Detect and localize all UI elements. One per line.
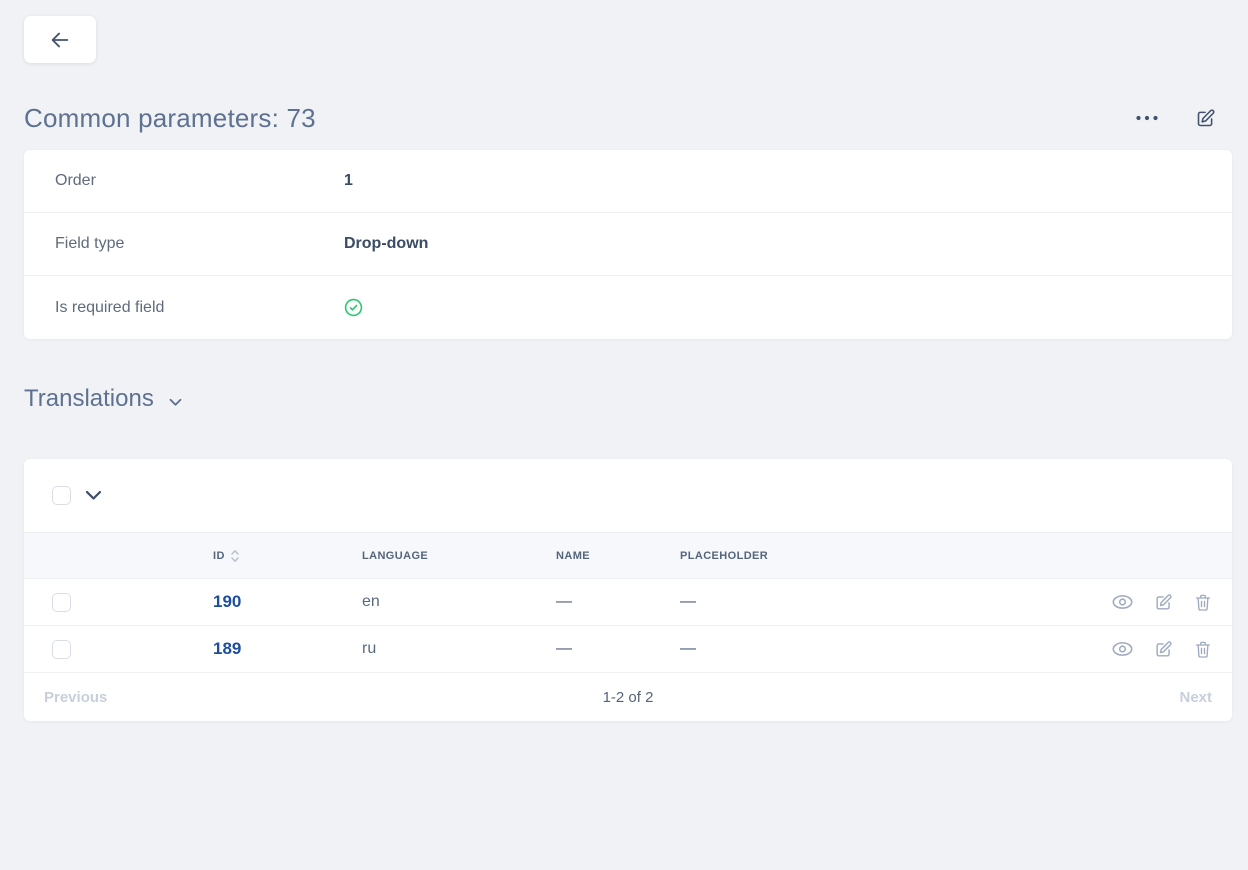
column-label: ID xyxy=(213,549,225,562)
detail-label: Field type xyxy=(55,235,125,252)
column-label: NAME xyxy=(556,549,590,562)
row-checkbox-cell xyxy=(24,592,213,612)
pagination-summary: 1-2 of 2 xyxy=(602,688,654,706)
translations-table-card: ID LANGUAGE NAME PLACEHOLDER xyxy=(24,459,1232,721)
detail-label: Is required field xyxy=(55,298,165,316)
row-placeholder: — xyxy=(680,593,696,610)
translations-section-toggle[interactable]: Translations xyxy=(24,385,182,413)
column-label: PLACEHOLDER xyxy=(680,549,769,562)
ellipsis-icon xyxy=(1135,115,1159,121)
trash-icon xyxy=(1194,593,1212,612)
edit-icon xyxy=(1154,640,1173,659)
page-title: Common parameters: 73 xyxy=(24,102,316,133)
page-header: Common parameters: 73 xyxy=(24,103,1232,133)
view-button[interactable] xyxy=(1112,593,1133,612)
more-actions-button[interactable] xyxy=(1135,115,1159,121)
row-actions xyxy=(1100,593,1232,612)
edit-button[interactable] xyxy=(1154,640,1173,659)
table-row: 189 ru — — xyxy=(24,626,1232,673)
edit-parameter-button[interactable] xyxy=(1195,108,1216,129)
detail-value: Drop-down xyxy=(344,235,429,252)
header-cell-name: NAME xyxy=(556,550,680,562)
header-cell-placeholder: PLACEHOLDER xyxy=(680,550,1100,562)
table-row: 190 en — — xyxy=(24,579,1232,626)
arrow-left-icon xyxy=(47,29,73,51)
check-circle-icon xyxy=(344,298,363,317)
row-language: ru xyxy=(362,640,377,657)
row-placeholder: — xyxy=(680,640,696,657)
table-pagination: Previous 1-2 of 2 Next xyxy=(24,673,1232,721)
header-cell-id[interactable]: ID xyxy=(213,549,362,563)
chevron-down-icon xyxy=(85,490,102,501)
row-id-link[interactable]: 190 xyxy=(213,592,242,611)
section-title: Translations xyxy=(24,385,154,412)
detail-row-order: Order 1 xyxy=(24,150,1232,213)
edit-button[interactable] xyxy=(1154,593,1173,612)
row-checkbox-cell xyxy=(24,639,213,659)
page-container: Common parameters: 73 xyxy=(24,16,1232,721)
view-button[interactable] xyxy=(1112,640,1133,659)
row-checkbox[interactable] xyxy=(52,592,71,612)
sort-icon[interactable] xyxy=(231,549,239,563)
detail-row-field-type: Field type Drop-down xyxy=(24,213,1232,276)
row-name: — xyxy=(556,640,572,657)
edit-icon xyxy=(1154,593,1173,612)
detail-row-is-required: Is required field xyxy=(24,276,1232,339)
delete-button[interactable] xyxy=(1194,640,1212,659)
eye-icon xyxy=(1112,641,1133,657)
trash-icon xyxy=(1194,640,1212,659)
delete-button[interactable] xyxy=(1194,593,1212,612)
row-id-link[interactable]: 189 xyxy=(213,639,242,658)
header-cell-language: LANGUAGE xyxy=(362,550,556,562)
row-language: en xyxy=(362,593,380,610)
back-button[interactable] xyxy=(24,16,96,63)
previous-page-button[interactable]: Previous xyxy=(44,688,108,706)
select-all-checkbox[interactable] xyxy=(52,486,71,505)
detail-label: Order xyxy=(55,172,96,189)
bulk-actions-dropdown[interactable] xyxy=(85,490,102,501)
column-label: LANGUAGE xyxy=(362,549,429,562)
edit-icon xyxy=(1195,108,1216,129)
eye-icon xyxy=(1112,594,1133,610)
row-actions xyxy=(1100,640,1232,659)
chevron-down-icon xyxy=(169,398,182,407)
table-header-row: ID LANGUAGE NAME PLACEHOLDER xyxy=(24,532,1232,579)
row-name: — xyxy=(556,593,572,610)
detail-value: 1 xyxy=(344,172,353,189)
common-parameters-card: Order 1 Field type Drop-down Is required… xyxy=(24,150,1232,339)
page-header-actions xyxy=(1135,108,1216,129)
table-toolbar xyxy=(24,459,1232,532)
next-page-button[interactable]: Next xyxy=(1179,688,1212,706)
row-checkbox[interactable] xyxy=(52,639,71,659)
